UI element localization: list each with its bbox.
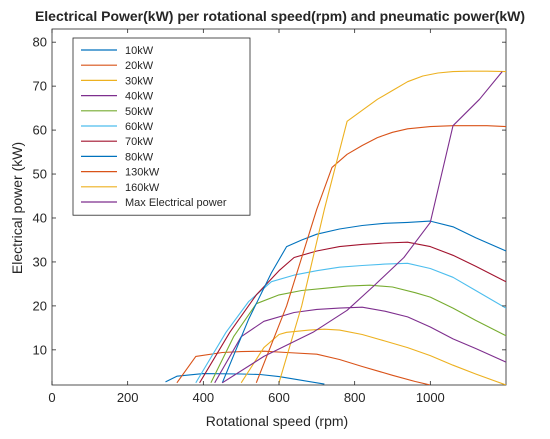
legend-label-1: 10kW	[125, 45, 154, 57]
legend-label-3: 30kW	[125, 75, 154, 87]
legend: 10kW 20kW 30kW 40kW 50kW 60kW 70kW 80kW 130kW 160…	[72, 37, 251, 216]
series-line-11	[222, 71, 503, 384]
legend-label-10: 160kW	[125, 182, 160, 194]
x-tick-label: 800	[344, 390, 366, 405]
y-tick-label: 50	[33, 167, 47, 182]
x-tick-label: 600	[268, 390, 290, 405]
y-tick-label: 60	[33, 123, 47, 138]
series-line-10	[278, 70, 506, 383]
series-line-4	[214, 306, 506, 384]
x-tick-label: 400	[192, 390, 214, 405]
series-line-5	[210, 284, 506, 384]
series-line-6	[195, 262, 506, 384]
legend-label-8: 80kW	[125, 151, 154, 163]
y-tick-label: 70	[33, 79, 47, 94]
series-line-9	[255, 125, 506, 384]
series-line-7	[199, 241, 506, 384]
series-group	[165, 70, 506, 385]
legend-label-4: 40kW	[125, 91, 154, 103]
x-tick-label: 1000	[416, 390, 445, 405]
y-tick-label: 40	[33, 210, 47, 225]
y-tick-label: 30	[33, 254, 47, 269]
x-axis-label: Rotational speed (rpm)	[206, 413, 348, 429]
series-line-8	[221, 220, 506, 384]
legend-label-11: Max Electrical power	[125, 197, 227, 209]
x-tick-label: 200	[117, 390, 139, 405]
legend-label-9: 130kW	[125, 167, 160, 179]
y-axis-label: Electrical power (kW)	[9, 142, 25, 274]
legend-label-6: 60kW	[125, 121, 154, 133]
legend-label-5: 50kW	[125, 106, 154, 118]
legend-label-2: 20kW	[125, 60, 154, 72]
y-tick-label: 20	[33, 298, 47, 313]
y-tick-label: 10	[33, 342, 47, 357]
x-tick-label: 0	[48, 390, 55, 405]
series-line-3	[240, 328, 506, 385]
chart-title: Electrical Power(kW) per rotational spee…	[35, 8, 525, 24]
y-tick-label: 80	[33, 35, 47, 50]
legend-label-7: 70kW	[125, 136, 154, 148]
